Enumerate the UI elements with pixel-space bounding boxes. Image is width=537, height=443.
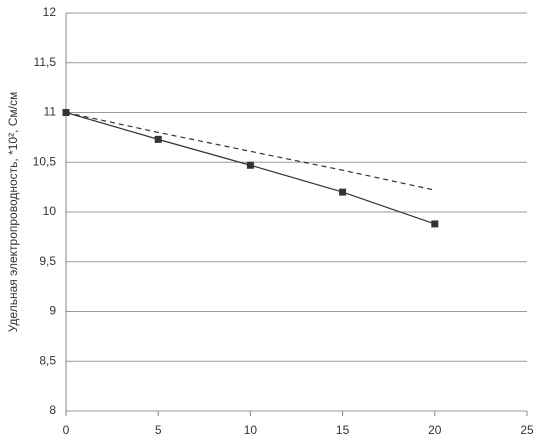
y-tick-label: 10 xyxy=(43,204,57,218)
marker xyxy=(431,220,439,228)
y-axis-label: Удельная электропроводность, *10², См/см xyxy=(6,92,20,333)
y-tick-label: 8 xyxy=(49,403,56,417)
y-tick-label: 11,5 xyxy=(34,55,57,69)
y-tick-label: 9,5 xyxy=(39,254,56,268)
x-tick-label: 25 xyxy=(520,423,534,437)
x-tick-label: 10 xyxy=(244,423,258,437)
x-tick-label: 15 xyxy=(336,423,350,437)
x-tick-label: 5 xyxy=(155,423,162,437)
y-tick-label: 11 xyxy=(44,105,57,119)
x-tick-label: 0 xyxy=(63,423,70,437)
y-tick-label: 9 xyxy=(49,304,56,318)
marker xyxy=(339,188,347,196)
y-tick-label: 8,5 xyxy=(39,353,56,367)
marker xyxy=(154,135,162,143)
y-tick-label: 10,5 xyxy=(33,154,57,168)
series-line xyxy=(65,111,435,191)
x-tick-label: 20 xyxy=(428,423,442,437)
marker xyxy=(246,161,254,169)
y-tick-label: 12 xyxy=(43,5,57,19)
